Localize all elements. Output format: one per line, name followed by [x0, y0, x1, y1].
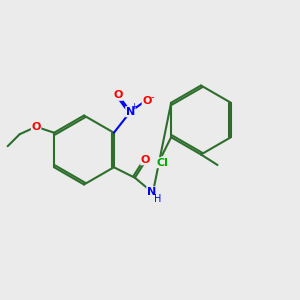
- Text: +: +: [130, 102, 137, 111]
- Text: N: N: [147, 187, 156, 197]
- Text: -: -: [151, 92, 154, 102]
- Text: Cl: Cl: [156, 158, 168, 168]
- Text: O: O: [114, 90, 123, 100]
- Text: O: O: [142, 96, 152, 106]
- Text: O: O: [32, 122, 41, 132]
- Text: O: O: [141, 155, 150, 165]
- Text: H: H: [154, 194, 162, 204]
- Text: N: N: [126, 107, 135, 117]
